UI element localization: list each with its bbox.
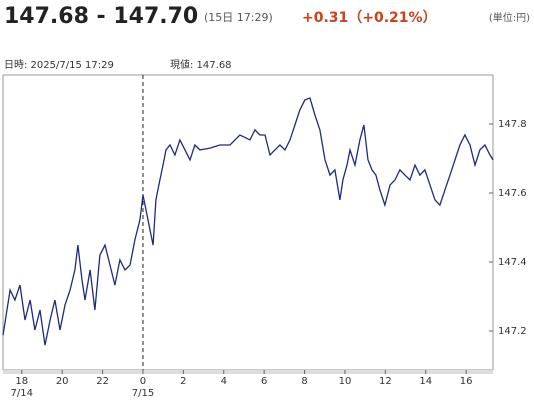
change: +0.31（+0.21%） bbox=[302, 10, 437, 26]
x-tick-label: 0 bbox=[140, 376, 146, 387]
x-tick-label: 16 bbox=[460, 376, 473, 387]
date-label: 7/15 bbox=[132, 388, 154, 399]
y-tick-label: 147.2 bbox=[498, 326, 527, 337]
x-tick-label: 14 bbox=[419, 376, 432, 387]
x-axis-band bbox=[3, 370, 493, 374]
y-tick-label: 147.6 bbox=[498, 188, 527, 199]
y-tick-label: 147.4 bbox=[498, 257, 527, 268]
date-label: 7/14 bbox=[11, 388, 33, 399]
info-datetime: 日時: 2025/7/15 17:29 bbox=[4, 59, 114, 71]
x-tick-label: 2 bbox=[180, 376, 186, 387]
x-tick-label: 10 bbox=[339, 376, 352, 387]
price-line bbox=[2, 97, 494, 346]
x-tick-label: 4 bbox=[221, 376, 227, 387]
x-tick-label: 22 bbox=[96, 376, 109, 387]
y-tick-label: 147.8 bbox=[498, 119, 527, 130]
timestamp: (15日 17:29) bbox=[204, 11, 273, 24]
x-tick-label: 8 bbox=[301, 376, 307, 387]
x-tick-label: 20 bbox=[56, 376, 69, 387]
price: 147.68 - 147.70 bbox=[4, 4, 198, 29]
x-tick-label: 12 bbox=[379, 376, 392, 387]
info-current: 現値: 147.68 bbox=[170, 58, 232, 71]
unit: (単位:円) bbox=[489, 11, 530, 24]
x-tick-label: 6 bbox=[261, 376, 267, 387]
x-tick-label: 18 bbox=[15, 376, 28, 387]
plot-frame bbox=[2, 74, 494, 371]
